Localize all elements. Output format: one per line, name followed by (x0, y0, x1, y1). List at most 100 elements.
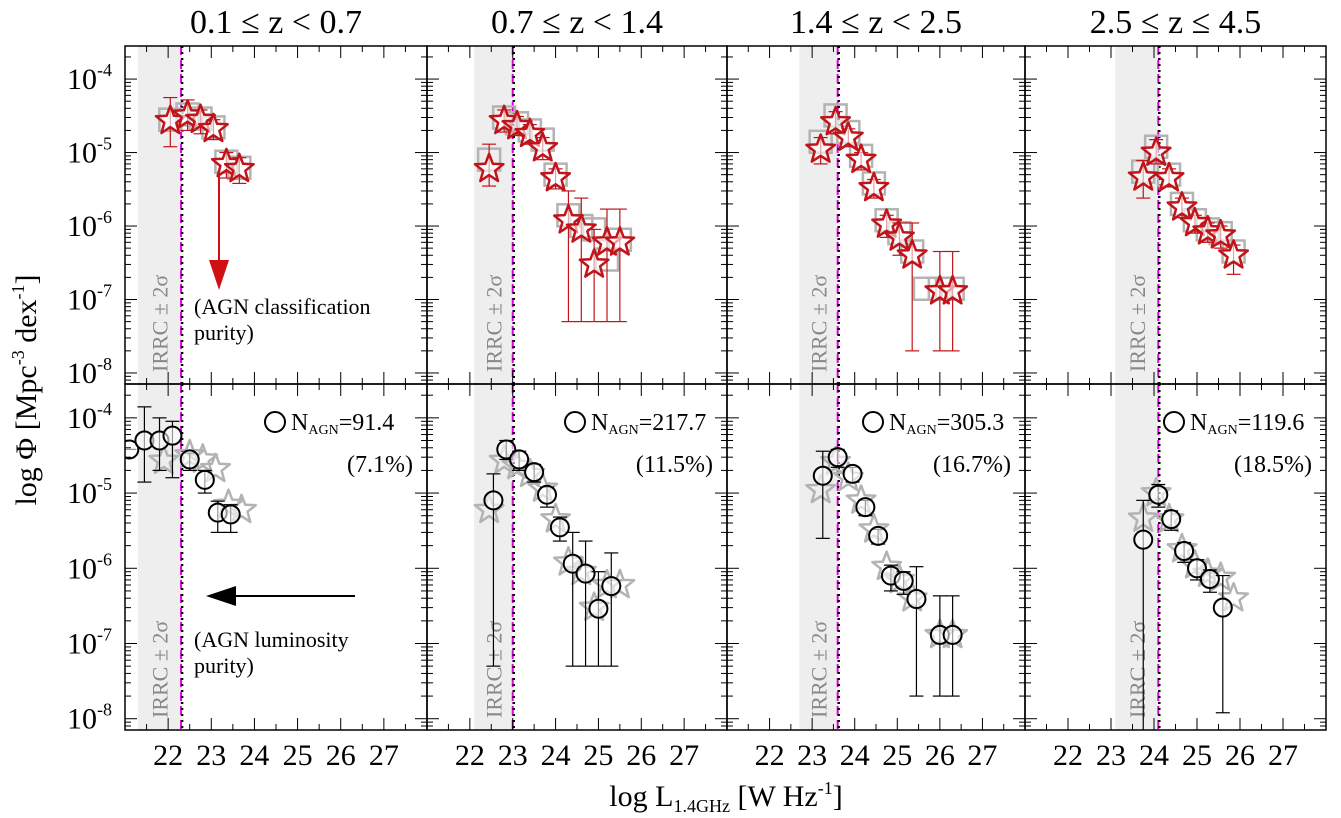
nagn-label: NAGN=217.7 (591, 410, 706, 438)
y-tick-label-exp: -5 (97, 134, 112, 154)
y-tick-label: 10-5 (67, 134, 112, 170)
nagn-label-main: N (1190, 410, 1207, 436)
y-axis-title-sup1: -3 (8, 350, 28, 365)
black-circle-marker (1133, 529, 1154, 550)
nagn-label-sub: AGN (608, 423, 638, 438)
black-circle-marker (220, 504, 241, 525)
nagn-value: =91.4 (339, 410, 395, 436)
x-tick-label: 23 (1096, 739, 1126, 772)
nagn-label-sub: AGN (906, 423, 936, 438)
nagn-legend-circle (1163, 411, 1185, 433)
x-tick-label: 25 (283, 739, 313, 772)
irrc-label: IRRC ± 2σ (1125, 621, 1150, 718)
irrc-band (137, 46, 182, 384)
black-circle-marker (509, 449, 530, 470)
irrc-label: IRRC ± 2σ (807, 275, 832, 372)
agn-fraction: (7.1%) (347, 452, 413, 478)
irrc-band (1115, 384, 1159, 730)
y-tick-label-base: 10 (67, 210, 97, 243)
red-star-marker (1166, 191, 1198, 221)
x-tick-label: 24 (239, 739, 269, 772)
nagn-label: NAGN=119.6 (1190, 410, 1304, 438)
panel-top-1: IRRC ± 2σ (137, 46, 255, 384)
red-star-marker (197, 112, 229, 143)
y-tick-label: 10-6 (67, 549, 112, 585)
y-tick-label-exp: -4 (97, 60, 112, 80)
black-circle-marker (588, 598, 609, 619)
nagn-value: =119.6 (1238, 410, 1305, 436)
labels-layer: log Φ [Mpc-3 dex-1] log L1.4GHz [W Hz-1]… (8, 175, 843, 816)
y-tick-label-exp: -6 (97, 207, 112, 227)
y-tick-label-base: 10 (67, 402, 97, 435)
black-circle-marker (855, 497, 876, 518)
nagn-value: =305.3 (937, 410, 1005, 436)
y-tick-label-exp: -7 (97, 281, 112, 301)
x-axis-title-sub: 1.4GHz (673, 796, 730, 816)
y-tick-label: 10-6 (67, 207, 112, 243)
red-star-marker (578, 248, 610, 278)
panel-title: 2.5 ≤ z ≤ 4.5 (1090, 4, 1261, 41)
black-circle-marker (549, 517, 570, 538)
y-tick-label-exp: -8 (97, 354, 112, 374)
x-tick-label: 26 (326, 739, 356, 772)
red-star-marker (514, 117, 546, 148)
black-circle-marker (179, 449, 200, 470)
top-arrow-head (209, 260, 229, 290)
top-arrow-text-line2: purity) (194, 320, 254, 345)
y-tick-label: 10-5 (67, 474, 112, 510)
red-star-marker (565, 213, 597, 243)
y-tick-label: 10-4 (67, 60, 112, 96)
x-tick-label: 24 (541, 739, 571, 772)
x-tick-label: 23 (498, 739, 528, 772)
frame-bottom-4 (1024, 383, 1327, 731)
x-tick-label: 23 (797, 739, 827, 772)
nagn-legend-circle (564, 411, 586, 433)
panel-bottom-1: IRRC ± 2σ (125, 384, 258, 730)
bottom-arrow-text-line1: (AGN luminosity (194, 627, 349, 652)
black-circle-marker (601, 576, 622, 597)
black-circle-marker (842, 463, 863, 484)
red-star-marker (1179, 206, 1211, 237)
y-tick-label-exp: -4 (97, 399, 112, 419)
x-tick-label: 22 (455, 739, 485, 772)
black-circle-marker (1187, 558, 1207, 579)
black-circle-marker (812, 465, 833, 486)
red-star-marker (1153, 161, 1185, 192)
panel-title: 0.7 ≤ z < 1.4 (491, 4, 663, 41)
y-tick-label-base: 10 (67, 552, 97, 585)
x-tick-label: 22 (1053, 739, 1083, 772)
ticks-bottom-2 (426, 384, 728, 730)
x-tick-label: 25 (1182, 739, 1212, 772)
irrc-label: IRRC ± 2σ (148, 275, 173, 372)
panel-top-4: IRRC ± 2σ (1115, 46, 1250, 384)
red-star-marker (845, 143, 877, 174)
nagn-label-main: N (591, 410, 608, 436)
x-axis-title-unit: [W Hz (730, 780, 818, 813)
y-tick-label-base: 10 (67, 357, 97, 390)
y-tick-label-base: 10 (67, 137, 97, 170)
irrc-band (1115, 46, 1159, 384)
red-star-marker (832, 121, 864, 151)
red-star-marker (1140, 136, 1172, 166)
irrc-label: IRRC ± 2σ (148, 621, 173, 718)
ticks-bottom-4 (1024, 384, 1327, 730)
y-tick-label-base: 10 (67, 703, 97, 736)
black-circle-marker (893, 570, 914, 591)
x-tick-label: 27 (369, 739, 399, 772)
red-star-marker (820, 105, 852, 136)
panel-title: 0.1 ≤ z < 0.7 (190, 4, 362, 41)
agn-fraction: (18.5%) (1234, 452, 1312, 478)
ticks-bottom-1 (124, 384, 428, 730)
black-circle-marker (827, 447, 848, 468)
bottom-arrow-head (206, 586, 236, 606)
bottom-arrow-annotation: (AGN luminosity purity) (194, 586, 355, 678)
nagn-label-main: N (889, 410, 906, 436)
irrc-label: IRRC ± 2σ (807, 621, 832, 718)
bottom-arrow-text-line2: purity) (194, 653, 254, 678)
x-tick-label: 25 (882, 739, 912, 772)
x-axis-title-unit-sup: -1 (818, 778, 833, 798)
irrc-label: IRRC ± 2σ (1125, 275, 1150, 372)
red-star-marker (1205, 218, 1237, 249)
red-star-marker (540, 161, 572, 192)
